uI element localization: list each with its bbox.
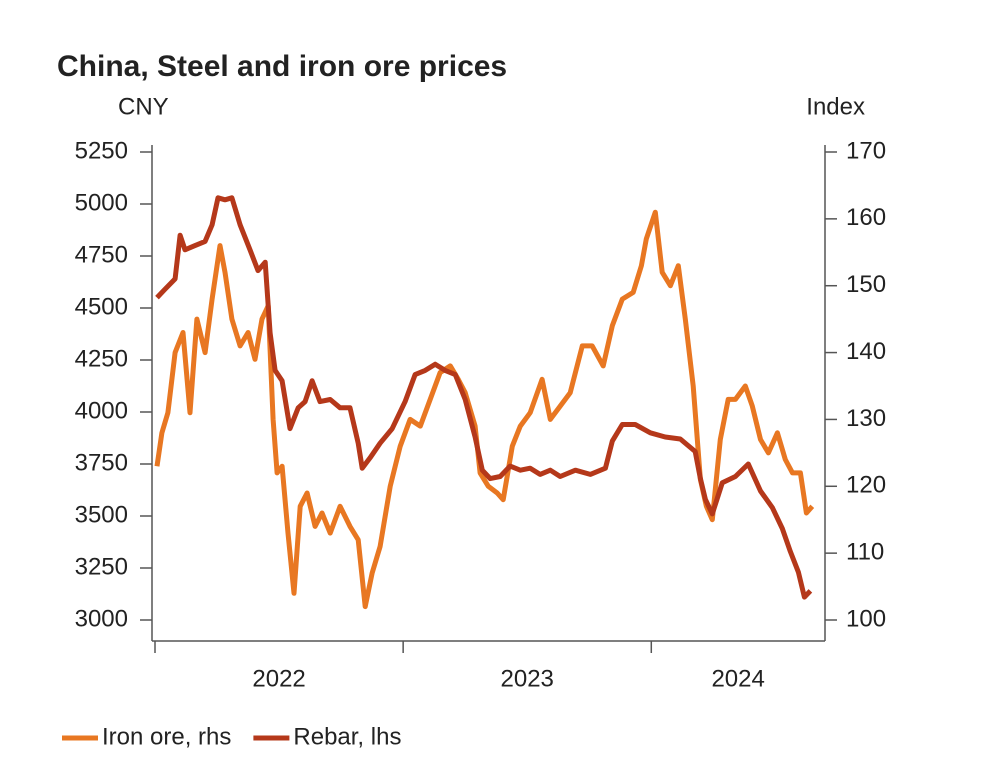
y2-tick-label: 140 — [846, 338, 886, 365]
y-tick-label: 3000 — [75, 605, 128, 632]
y2-tick-label: 100 — [846, 605, 886, 632]
y2-tick-label: 110 — [846, 538, 884, 565]
y-axis-title: CNY — [118, 93, 169, 120]
y2-tick-label: 170 — [846, 137, 886, 164]
x-tick-label: 2022 — [252, 665, 305, 692]
legend-label: Rebar, lhs — [293, 723, 401, 750]
chart-title: China, Steel and iron ore prices — [57, 50, 507, 83]
y-tick-label: 4750 — [75, 241, 128, 268]
line-series — [155, 195, 813, 600]
y-tick-label: 4000 — [75, 397, 128, 424]
legend-label: Iron ore, rhs — [102, 723, 231, 750]
y-tick-label: 3750 — [75, 449, 128, 476]
y2-axis-title: Index — [806, 93, 865, 120]
y2-tick-label: 130 — [846, 405, 886, 432]
y-tick-label: 3500 — [75, 501, 128, 528]
x-tick-label: 2023 — [501, 665, 554, 692]
y2-tick-label: 150 — [846, 271, 886, 298]
x-tick-label: 2024 — [711, 665, 764, 692]
y-tick-label: 5250 — [75, 137, 128, 164]
y-tick-label: 3250 — [75, 553, 128, 580]
y-tick-label: 4500 — [75, 293, 128, 320]
y2-tick-label: 160 — [846, 204, 886, 231]
y-tick-label: 5000 — [75, 189, 128, 216]
y2-tick-label: 120 — [846, 472, 886, 499]
y-tick-label: 4250 — [75, 345, 128, 372]
